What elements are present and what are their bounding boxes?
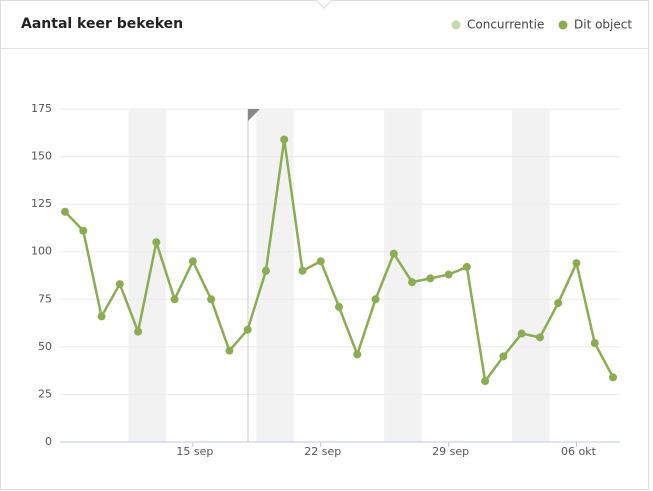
plot: 0 25 50 75 100 125 150 175 15 sep 22 sep 29 sep 06 … xyxy=(31,102,620,458)
y-tick-label: 175 xyxy=(31,102,52,115)
data-point xyxy=(554,299,563,308)
data-point xyxy=(280,135,289,144)
data-point xyxy=(499,352,508,361)
legend-swatch xyxy=(451,20,461,30)
data-point xyxy=(481,377,490,386)
x-tick-label: 06 okt xyxy=(561,445,597,458)
data-point xyxy=(535,333,544,342)
notch xyxy=(315,0,333,9)
data-point xyxy=(609,373,617,382)
x-tick-label: 29 sep xyxy=(432,445,469,458)
data-point xyxy=(61,207,69,216)
legend-label: Concurrentie xyxy=(467,18,544,32)
data-point xyxy=(298,266,307,275)
data-point xyxy=(243,325,252,334)
data-point xyxy=(115,280,124,289)
data-point xyxy=(335,302,343,311)
marker-flag xyxy=(248,109,260,121)
data-point xyxy=(426,274,435,283)
data-point xyxy=(590,339,599,348)
data-point xyxy=(572,259,581,268)
data-point xyxy=(225,346,234,355)
data-point xyxy=(261,266,270,275)
weekend-band xyxy=(128,109,166,442)
data-point xyxy=(170,295,179,304)
y-tick-label: 75 xyxy=(38,292,52,305)
y-tick-label: 150 xyxy=(31,150,52,163)
y-tick-label: 0 xyxy=(45,435,52,448)
data-point xyxy=(371,295,380,304)
data-point xyxy=(316,257,325,266)
data-point xyxy=(97,312,106,321)
weekend-band xyxy=(384,109,422,442)
y-tick-label: 100 xyxy=(31,245,52,258)
data-point xyxy=(188,257,197,266)
weekend-band xyxy=(512,109,550,442)
data-point xyxy=(389,249,398,258)
data-point xyxy=(134,327,143,336)
x-tick-label: 15 sep xyxy=(176,445,213,458)
data-point xyxy=(152,238,161,247)
x-tick-label: 22 sep xyxy=(304,445,341,458)
chart-title: Aantal keer bekeken xyxy=(21,16,183,32)
y-tick-label: 25 xyxy=(38,387,52,400)
legend-label: Dit object xyxy=(574,18,632,32)
legend: Concurrentie Dit object xyxy=(451,18,632,32)
data-point xyxy=(79,226,88,235)
data-point xyxy=(462,262,471,271)
y-tick-label: 50 xyxy=(38,340,52,353)
data-point xyxy=(444,270,453,279)
y-tick-label: 125 xyxy=(31,197,52,210)
legend-swatch xyxy=(558,20,568,30)
data-point xyxy=(207,295,216,304)
data-point xyxy=(408,278,417,287)
data-point xyxy=(517,329,526,338)
weekend-band xyxy=(256,109,294,442)
data-point xyxy=(353,350,362,359)
